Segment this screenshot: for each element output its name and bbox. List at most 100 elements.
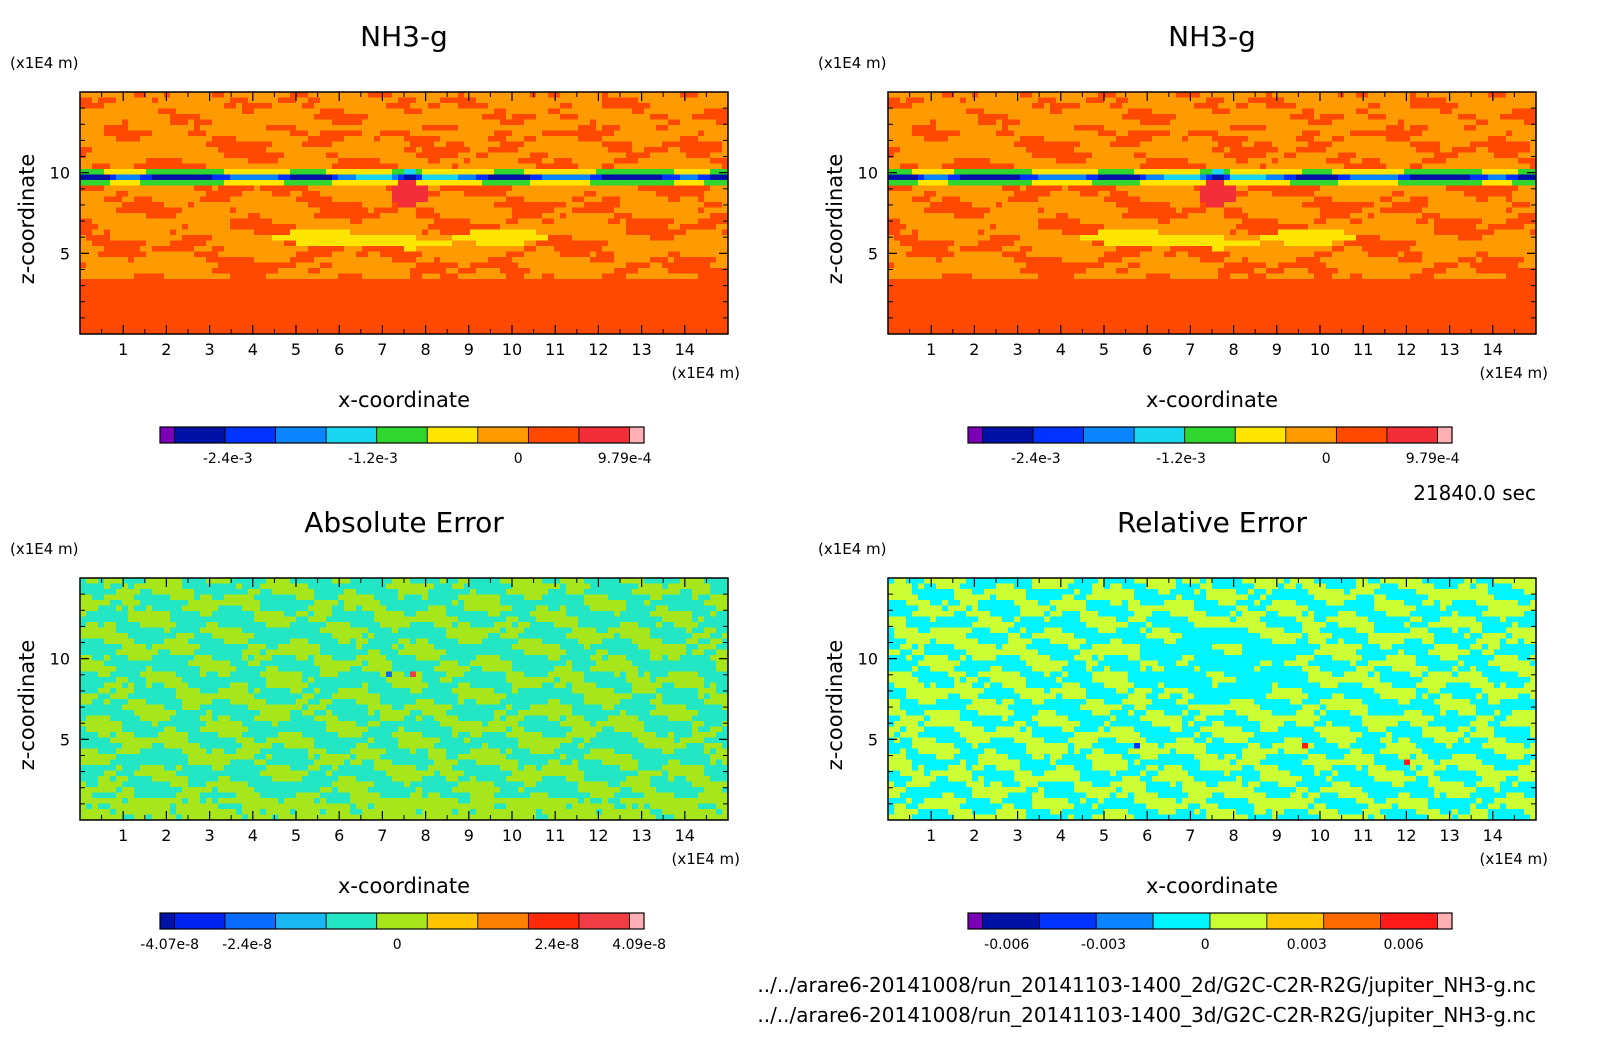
heatmap-cell (344, 164, 351, 170)
heatmap-cell (236, 92, 243, 98)
heatmap-cell (422, 103, 429, 109)
heatmap-cell (92, 114, 99, 120)
heatmap-cell (404, 147, 411, 153)
heatmap-cell (332, 114, 339, 120)
heatmap-cell (548, 92, 555, 98)
heatmap-cell (308, 153, 315, 159)
heatmap-cell (716, 92, 723, 98)
heatmap-cell (674, 120, 681, 126)
heatmap-cell (110, 136, 117, 142)
heatmap-cell (710, 120, 717, 126)
heatmap-cell (374, 131, 381, 137)
heatmap-cell (320, 109, 327, 115)
heatmap-cell (476, 164, 483, 170)
heatmap-cell (488, 142, 495, 148)
heatmap-cell (152, 131, 159, 137)
heatmap-cell (86, 164, 93, 170)
heatmap-cell (242, 98, 249, 104)
heatmap-cell (380, 164, 387, 170)
heatmap-cell (296, 114, 303, 120)
heatmap-cell (326, 92, 333, 98)
heatmap-cell (452, 164, 459, 170)
heatmap-cell (590, 142, 597, 148)
heatmap-cell (362, 92, 369, 98)
heatmap-cell (218, 147, 225, 153)
heatmap-cell (476, 142, 483, 148)
heatmap-cell (212, 164, 219, 170)
heatmap-cell (500, 98, 507, 104)
heatmap-cell (446, 142, 453, 148)
heatmap-cell (512, 158, 519, 164)
heatmap-cell (356, 120, 363, 126)
heatmap-cell (590, 114, 597, 120)
heatmap-cell (674, 164, 681, 170)
heatmap-cell (650, 103, 657, 109)
heatmap-cell (392, 158, 399, 164)
heatmap-cell (440, 142, 447, 148)
heatmap-cell (86, 103, 93, 109)
heatmap-cell (176, 131, 183, 137)
heatmap-cell (158, 120, 165, 126)
heatmap-cell (470, 103, 477, 109)
heatmap-cell (392, 120, 399, 126)
heatmap-cell (452, 92, 459, 98)
heatmap-cell (332, 136, 339, 142)
heatmap-cell (200, 103, 207, 109)
heatmap-cell (554, 120, 561, 126)
heatmap-cell (518, 125, 525, 131)
heatmap-cell (266, 114, 273, 120)
heatmap-cell (170, 98, 177, 104)
heatmap-cell (188, 98, 195, 104)
heatmap-cell (686, 131, 693, 137)
heatmap-cell (158, 98, 165, 104)
heatmap-cell (506, 109, 513, 115)
heatmap-cell (608, 125, 615, 131)
heatmap-cell (110, 125, 117, 131)
heatmap-cell (344, 103, 351, 109)
heatmap-cell (188, 120, 195, 126)
heatmap-cell (212, 109, 219, 115)
heatmap-cell (476, 125, 483, 131)
heatmap-cell (572, 92, 579, 98)
heatmap-cell (242, 114, 249, 120)
heatmap-cell (392, 109, 399, 115)
heatmap-cell (164, 158, 171, 164)
heatmap-cell (122, 103, 129, 109)
heatmap-cell (476, 103, 483, 109)
heatmap-cell (608, 131, 615, 137)
heatmap-cell (206, 120, 213, 126)
heatmap-cell (368, 109, 375, 115)
heatmap-cell (254, 114, 261, 120)
heatmap-cell (674, 103, 681, 109)
heatmap-cell (254, 103, 261, 109)
heatmap-cell (254, 109, 261, 115)
heatmap-cell (578, 136, 585, 142)
heatmap-cell (374, 92, 381, 98)
heatmap-cell (356, 131, 363, 137)
heatmap-cell (626, 147, 633, 153)
heatmap-cell (326, 164, 333, 170)
heatmap-cell (500, 109, 507, 115)
heatmap-cell (608, 98, 615, 104)
heatmap-cell (686, 164, 693, 170)
heatmap-cell (206, 142, 213, 148)
heatmap-cell (422, 164, 429, 170)
heatmap-cell (566, 98, 573, 104)
heatmap-cell (260, 164, 267, 170)
heatmap-cell (152, 114, 159, 120)
heatmap-cell (410, 164, 417, 170)
heatmap-cell (614, 120, 621, 126)
heatmap-cell (116, 103, 123, 109)
heatmap-cell (668, 147, 675, 153)
heatmap-cell (134, 120, 141, 126)
heatmap-cell (446, 131, 453, 137)
heatmap-cell (542, 114, 549, 120)
heatmap-cell (434, 131, 441, 137)
heatmap-cell (638, 103, 645, 109)
heatmap-cell (218, 125, 225, 131)
heatmap-cell (326, 120, 333, 126)
heatmap-cell (476, 147, 483, 153)
heatmap-cell (572, 120, 579, 126)
heatmap-cell (206, 109, 213, 115)
heatmap-cell (92, 147, 99, 153)
